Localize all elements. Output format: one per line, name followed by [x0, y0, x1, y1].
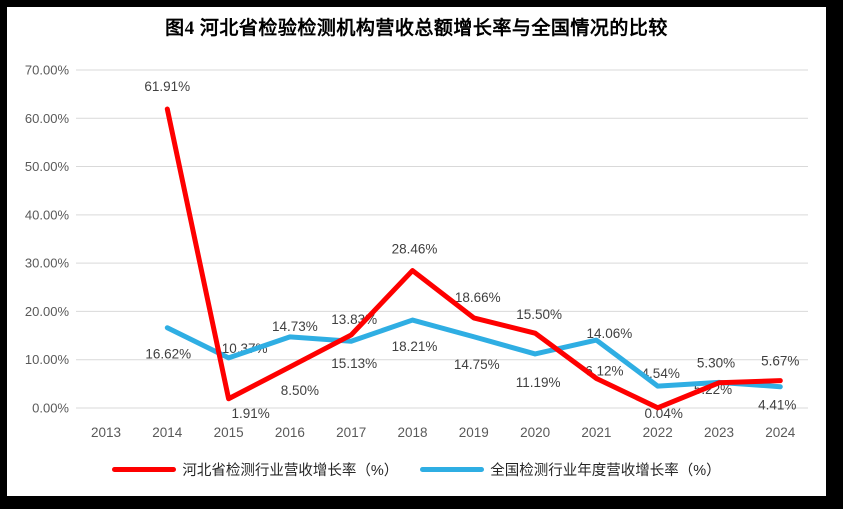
data-label: 18.66% [455, 290, 501, 305]
y-tick-label: 30.00% [25, 256, 70, 271]
data-label: 14.75% [454, 357, 500, 372]
x-axis-label: 2021 [581, 425, 611, 440]
y-tick-label: 10.00% [25, 352, 70, 367]
line-chart: 0.00% 10.00% 20.00% 30.00% 40.00% 50.00% 60.00… [25, 62, 808, 440]
data-label: 4.54% [642, 366, 680, 381]
x-axis-label: 2017 [336, 425, 366, 440]
data-label: 8.50% [281, 383, 319, 398]
y-tick-label: 20.00% [25, 304, 70, 319]
legend-label-national: 全国检测行业年度营收增长率（%） [490, 463, 721, 479]
series-line-hebei [164, 106, 783, 411]
national-series-swatch-icon [420, 467, 485, 472]
x-axis-label: 2016 [275, 425, 305, 440]
x-axis-label: 2020 [520, 425, 550, 440]
x-axis-label: 2018 [397, 425, 427, 440]
legend-item-national: 全国检测行业年度营收增长率（%） [420, 459, 721, 480]
data-label: 5.67% [761, 354, 799, 369]
data-label: 14.73% [272, 319, 318, 334]
data-label: 14.06% [587, 326, 633, 341]
legend-label-hebei: 河北省检测行业营收增长率（%） [182, 463, 399, 479]
x-axis-label: 2024 [765, 425, 796, 440]
hebei-series-swatch-icon [112, 467, 177, 472]
data-label: 15.50% [516, 307, 562, 322]
data-label: 15.13% [331, 356, 377, 371]
data-label: 1.91% [231, 406, 269, 421]
x-axis-label: 2013 [91, 425, 121, 440]
y-tick-label: 70.00% [25, 62, 70, 77]
chart-title: 图4 河北省检验检测机构营收总额增长率与全国情况的比较 [165, 18, 668, 39]
y-tick-label: 0.00% [32, 401, 69, 416]
legend-item-hebei: 河北省检测行业营收增长率（%） [112, 459, 398, 480]
chart-canvas: 图4 河北省检验检测机构营收总额增长率与全国情况的比较 0.00% 10.00% 2… [7, 7, 826, 496]
x-axis-label: 2022 [643, 425, 673, 440]
y-tick-label: 40.00% [25, 207, 70, 222]
data-label: 0.04% [645, 406, 683, 421]
data-label: 28.46% [392, 242, 438, 257]
x-axis-label: 2014 [152, 425, 183, 440]
chart-legend: 河北省检测行业营收增长率（%） 全国检测行业年度营收增长率（%） [7, 459, 826, 480]
data-label: 5.30% [697, 355, 735, 370]
x-axis-label: 2015 [214, 425, 244, 440]
data-label: 16.62% [145, 347, 191, 362]
data-label: 10.37% [222, 341, 268, 356]
data-label: 61.91% [144, 79, 190, 94]
y-tick-label: 60.00% [25, 111, 70, 126]
data-label: 4.41% [758, 398, 796, 413]
data-label: 11.19% [516, 375, 561, 390]
series-line-national [164, 317, 783, 390]
x-axis-label: 2023 [704, 425, 734, 440]
y-tick-label: 50.00% [25, 159, 70, 174]
data-label: 18.21% [392, 339, 438, 354]
data-label: 13.83% [331, 312, 377, 327]
x-axis-label: 2019 [459, 425, 489, 440]
